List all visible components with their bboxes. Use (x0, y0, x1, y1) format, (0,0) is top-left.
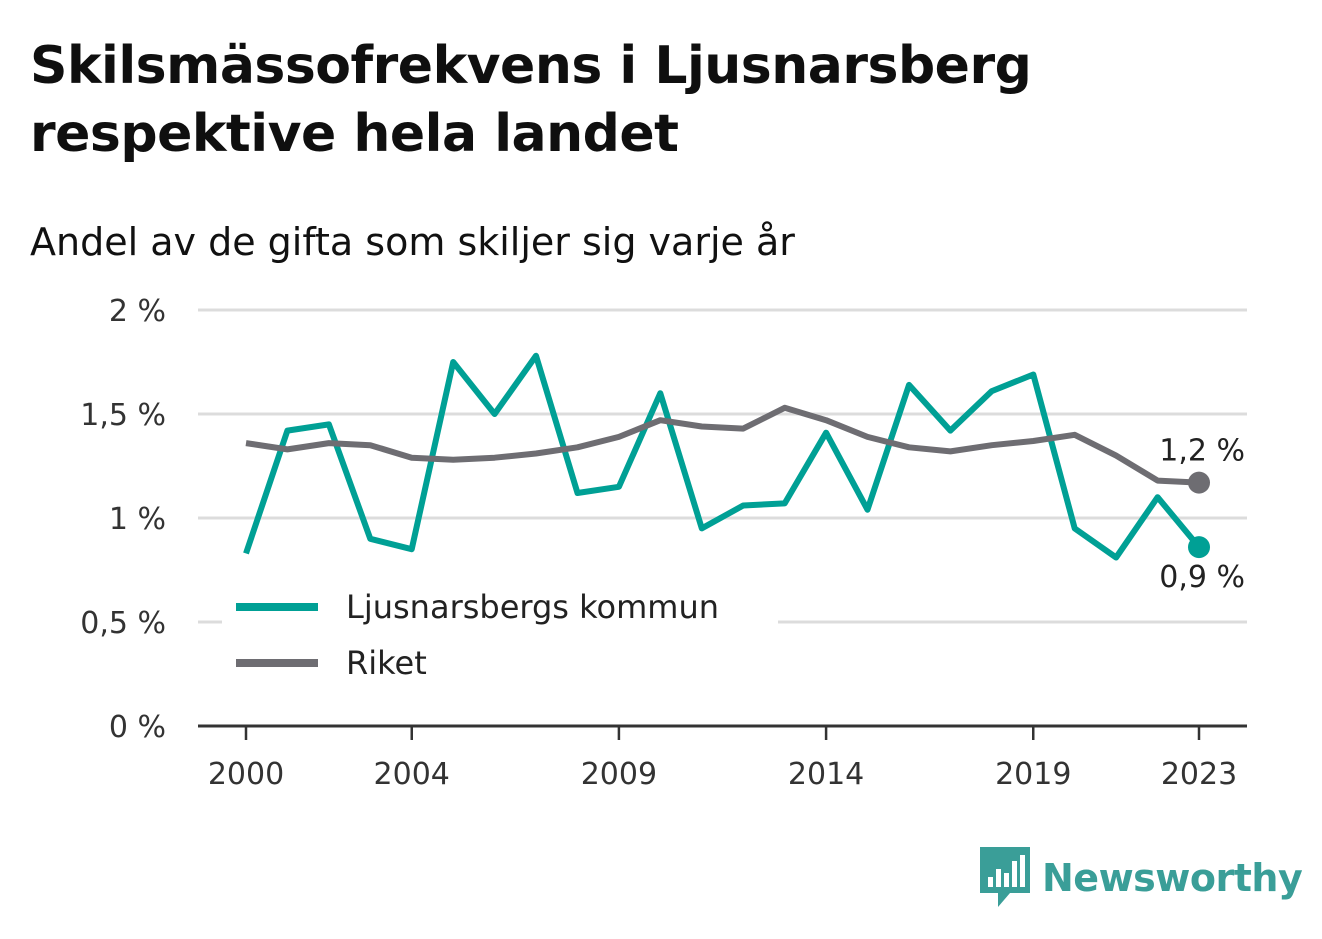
series-lines (243, 352, 1202, 561)
brand-logo: Newsworthy (980, 846, 1303, 910)
series-line-kommun (243, 352, 1202, 561)
x-tick-label: 2014 (788, 757, 864, 792)
chart-subtitle: Andel av de gifta som skiljer sig varje … (30, 220, 795, 264)
end-value-label: 1,2 % (1159, 434, 1245, 469)
y-tick-label: 1 % (109, 502, 166, 537)
y-tick-label: 0,5 % (80, 606, 166, 641)
end-markers: 0,9 % 1,2 % (1159, 434, 1245, 595)
chart-title: Skilsmässofrekvens i Ljusnarsberg respek… (30, 36, 1032, 164)
x-axis-ticks: 2000 2004 2009 2014 2019 2023 (208, 726, 1237, 792)
brand-name: Newsworthy (1042, 856, 1303, 900)
y-tick-label: 1,5 % (80, 398, 166, 433)
end-point-marker (1188, 536, 1210, 559)
end-point-marker (1188, 471, 1210, 494)
legend-label: Ljusnarsbergs kommun (346, 588, 719, 626)
y-axis-ticks: 0 % 0,5 % 1 % 1,5 % 2 % (80, 294, 166, 745)
legend: Ljusnarsbergs kommun Riket (222, 578, 778, 700)
x-tick-label: 2019 (995, 757, 1071, 792)
end-value-label: 0,9 % (1159, 560, 1245, 595)
y-tick-label: 2 % (109, 294, 166, 329)
newsworthy-logo-icon (980, 847, 1030, 907)
x-tick-label: 2009 (581, 757, 657, 792)
x-tick-label: 2004 (374, 757, 450, 792)
legend-background (222, 578, 778, 700)
x-tick-label: 2023 (1161, 757, 1237, 792)
y-tick-label: 0 % (109, 710, 166, 745)
x-tick-label: 2000 (208, 757, 284, 792)
legend-label: Riket (346, 644, 427, 682)
series-line-riket (245, 404, 1200, 486)
